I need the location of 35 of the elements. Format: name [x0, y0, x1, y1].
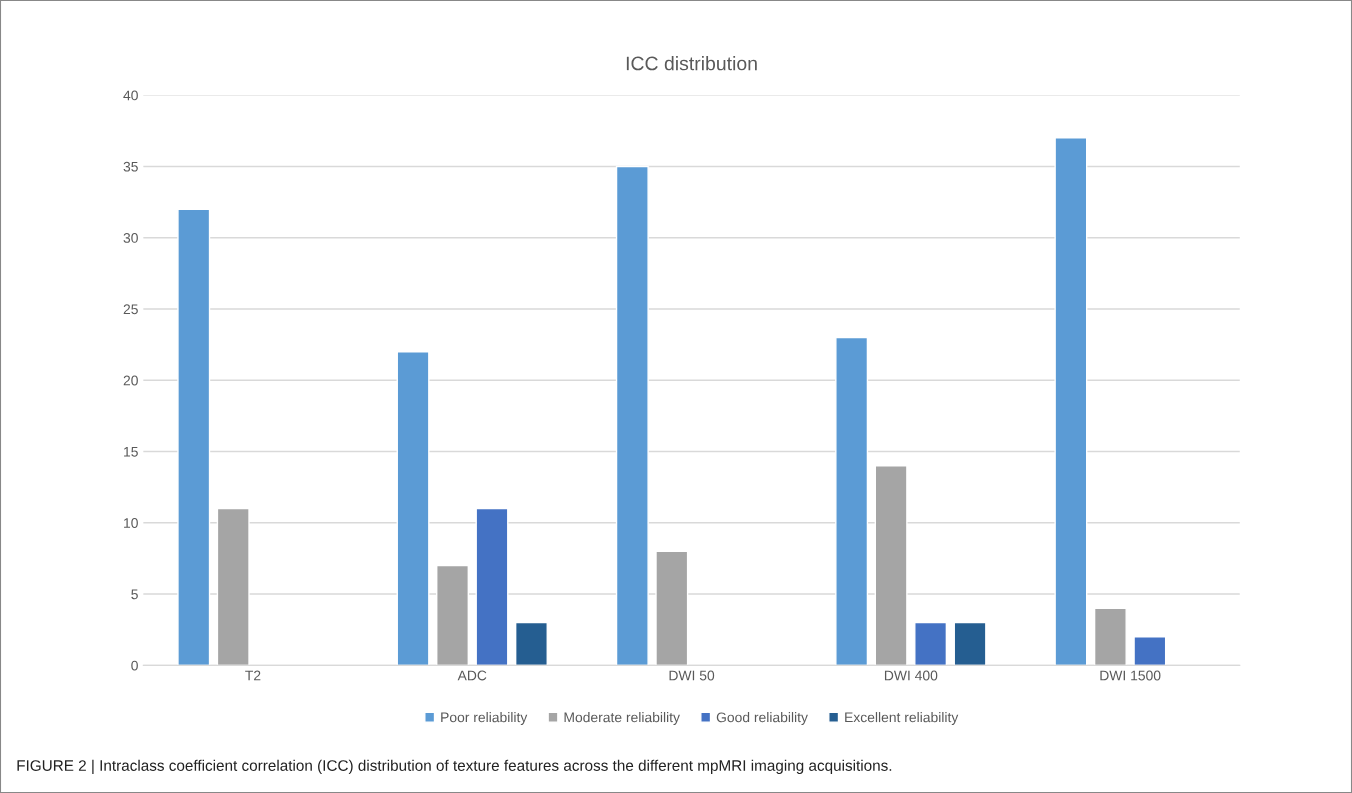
x-tick-label: T2	[245, 670, 261, 681]
bar	[1093, 607, 1127, 666]
legend-label: Moderate reliability	[564, 712, 680, 725]
bar	[177, 208, 211, 666]
legend-label: Excellent reliability	[845, 712, 959, 725]
legend-label: Good reliability	[716, 712, 808, 725]
bar	[216, 507, 250, 666]
bar	[953, 621, 987, 666]
bar	[514, 621, 548, 666]
bar	[914, 621, 948, 666]
bar	[615, 165, 649, 666]
y-tick-label: 35	[123, 161, 138, 172]
bar	[1133, 636, 1167, 666]
y-tick-label: 30	[123, 233, 138, 243]
bar	[655, 550, 689, 666]
y-tick-label: 25	[123, 304, 138, 315]
y-tick-label: 0	[131, 660, 138, 671]
bar	[436, 564, 470, 666]
bar	[1054, 137, 1088, 666]
chart-title: ICC distribution	[626, 56, 757, 71]
bar	[874, 465, 908, 666]
y-tick-label: 20	[123, 375, 138, 386]
y-tick-label: 40	[123, 90, 138, 101]
x-tick-label: ADC	[457, 670, 487, 681]
bar	[475, 507, 509, 666]
bar	[396, 351, 430, 666]
legend-label: Poor reliability	[441, 712, 528, 725]
y-tick-label: 15	[124, 446, 138, 457]
caption: FIGURE 2 | Intraclass coefficient correlation (ICC) distribution of texture features across the different mpMRI imaging acquisitions.	[17, 759, 892, 775]
y-tick-label: 10	[124, 518, 138, 528]
x-tick-label: DWI 400	[884, 670, 938, 681]
x-tick-label: DWI 1500	[1100, 670, 1161, 681]
bar	[835, 336, 869, 666]
x-tick-label: DWI 50	[669, 670, 715, 681]
y-tick-label: 5	[131, 589, 138, 600]
